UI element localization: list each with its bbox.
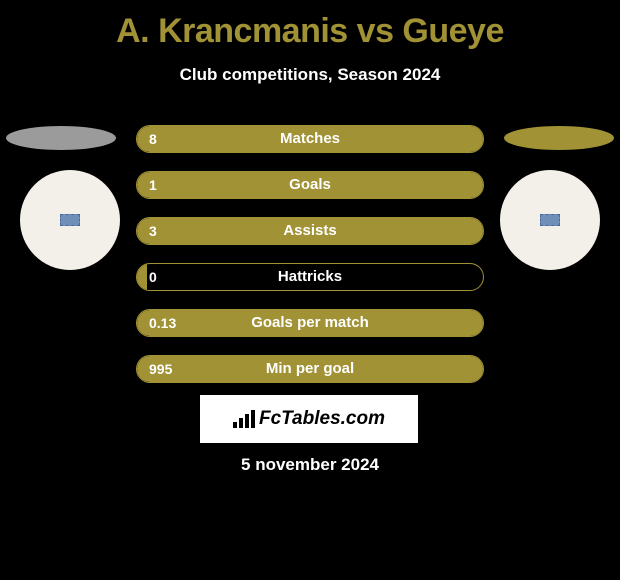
stat-bar-goals: 1 Goals	[136, 171, 484, 199]
stat-bar-goals-per-match: 0.13 Goals per match	[136, 309, 484, 337]
flag-icon	[60, 214, 80, 226]
stat-bar-assists: 3 Assists	[136, 217, 484, 245]
stats-bars: 8 Matches 1 Goals 3 Assists 0 Hattricks …	[136, 125, 484, 401]
stat-bar-matches: 8 Matches	[136, 125, 484, 153]
stat-label: Matches	[137, 126, 483, 152]
stat-label: Assists	[137, 218, 483, 244]
logo-text: FcTables.com	[259, 408, 385, 430]
player-badge-left	[20, 170, 120, 270]
stat-label: Goals	[137, 172, 483, 198]
player-badge-right	[500, 170, 600, 270]
page-title: A. Krancmanis vs Gueye	[0, 0, 620, 51]
player-oval-right	[504, 126, 614, 150]
page-subtitle: Club competitions, Season 2024	[0, 65, 620, 85]
player-oval-left	[6, 126, 116, 150]
stat-bar-hattricks: 0 Hattricks	[136, 263, 484, 291]
stat-label: Goals per match	[137, 310, 483, 336]
stat-bar-min-per-goal: 995 Min per goal	[136, 355, 484, 383]
date-label: 5 november 2024	[0, 455, 620, 475]
flag-icon	[540, 214, 560, 226]
stat-label: Hattricks	[137, 264, 483, 290]
logo-box: FcTables.com	[200, 395, 418, 443]
logo-bars-icon	[233, 410, 255, 428]
stat-label: Min per goal	[137, 356, 483, 382]
